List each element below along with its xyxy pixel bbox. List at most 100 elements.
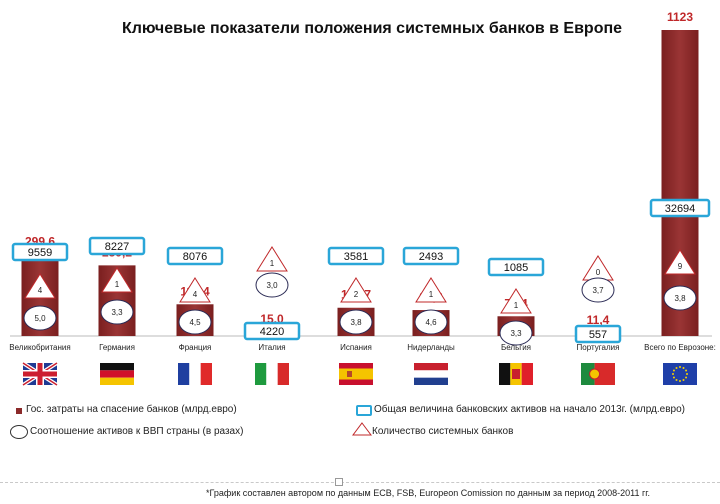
flag-star [672,373,674,375]
flag-part [414,363,448,371]
ratio-ellipse [255,272,289,298]
assets-box [649,198,711,218]
flag-part [189,363,201,385]
flag-part [499,363,511,385]
category-label: Всего по Еврозоне: [644,343,716,352]
category-label: Бельгия [501,343,531,352]
legend-count-swatch [352,422,372,436]
flag-part [100,377,134,385]
count-value: 1 [514,301,519,310]
ratio-ellipse [23,305,57,331]
legend-spending-label: Гос. затраты на спасение банков (млрд.ев… [26,404,237,415]
assets-box [243,321,301,341]
flag-part [255,363,267,385]
flag-part [594,363,615,385]
legend-ratio-swatch [10,425,28,439]
germany-flag [100,363,134,385]
count-value: 1 [270,259,275,268]
assets-value: 1085 [504,262,528,274]
ratio-value: 3,0 [266,281,278,290]
assets-value: 8076 [183,251,207,263]
assets-value: 8227 [105,241,129,253]
legend-spending-swatch [16,408,22,414]
assets-value: 4220 [260,326,284,338]
assets-value: 3581 [344,251,368,263]
assets-box [574,324,622,344]
assets-value: 2493 [419,251,443,263]
category-label: Нидерланды [407,343,455,352]
bar-value-label: 11,4 [587,313,610,327]
category-label: Италия [258,343,285,352]
ratio-value: 3,8 [674,294,686,303]
flag-part [512,369,520,379]
flag-star [682,379,685,382]
flag-part [100,370,134,378]
flag-part [663,363,697,385]
count-triangle [256,246,288,272]
ratio-value: 4,5 [189,318,201,327]
assets-box [327,246,385,266]
legend-assets-label: Общая величина банковских активов на нач… [374,404,685,415]
count-triangle [340,277,372,303]
flag-part [200,363,212,385]
netherlands-flag [414,363,448,385]
assets-box [402,246,460,266]
flag-part [266,363,278,385]
assets-box [487,257,545,277]
count-value: 4 [193,290,198,299]
ratio-value: 5,0 [34,314,46,323]
flag-star [685,376,688,379]
ratio-ellipse [339,309,373,335]
count-value: 1 [429,290,434,299]
legend-ratio-label: Соотношение активов к ВВП страны (в раза… [30,426,244,437]
bar [661,30,699,336]
legend-assets-swatch [356,405,372,416]
chart-title: Ключевые показатели положения системных … [122,20,622,37]
ratio-ellipse [663,285,697,311]
eu-flag [663,363,697,385]
count-triangle [664,249,696,275]
ratio-ellipse [178,309,212,335]
flag-star [682,366,685,369]
flag-star [685,369,688,372]
flag-star [686,373,688,375]
flag-part [414,370,448,378]
flag-part [347,371,352,377]
flag-part [521,363,533,385]
ratio-value: 3,3 [111,308,123,317]
ratio-value: 3,3 [510,329,522,338]
category-label: Германия [99,343,135,352]
bar-value-label: 1123 [667,10,693,24]
category-label: Португалия [577,343,620,352]
footer-divider [0,482,720,483]
ratio-value: 4,6 [425,318,437,327]
flag-part [581,363,595,385]
ratio-ellipse [100,299,134,325]
count-triangle [101,267,133,293]
flag-part [339,363,373,369]
flag-part [277,363,289,385]
flag-star [675,366,678,369]
flag-part [23,371,57,377]
count-value: 1 [115,280,120,289]
assets-value: 557 [589,329,607,341]
count-value: 2 [354,290,359,299]
uk-flag [21,361,59,387]
assets-box [88,236,146,256]
flag-part [589,368,601,380]
count-value: 0 [596,268,601,277]
portugal-flag [581,363,615,385]
ratio-ellipse [581,277,615,303]
count-triangle [415,277,447,303]
flag-part [414,377,448,385]
count-value: 9 [678,262,683,271]
assets-value: 32694 [665,203,696,215]
assets-box [11,242,69,262]
assets-value: 9559 [28,247,52,259]
count-triangle [24,273,56,299]
flag-star [679,380,681,382]
legend-count-label: Количество системных банков [372,426,514,437]
footer-handle [335,478,343,486]
category-label: Франция [179,343,212,352]
